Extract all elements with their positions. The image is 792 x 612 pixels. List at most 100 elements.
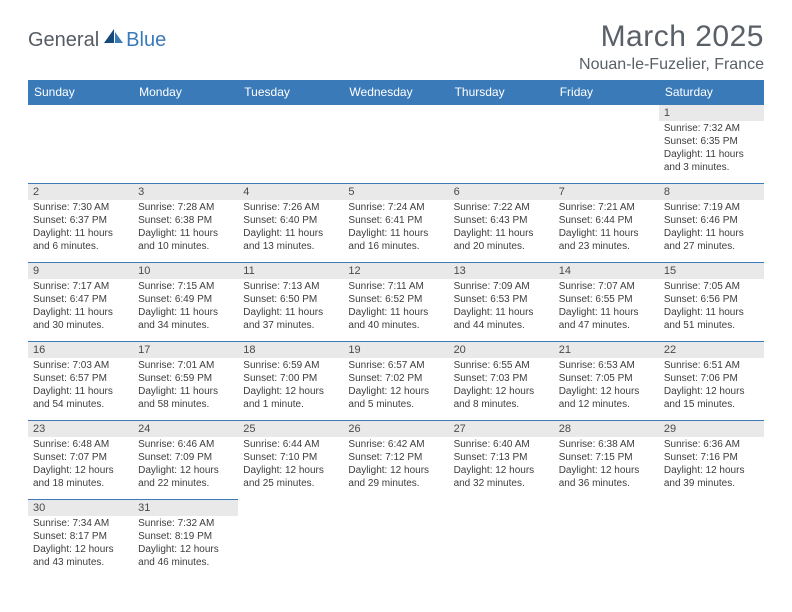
calendar-day-cell: 19Sunrise: 6:57 AMSunset: 7:02 PMDayligh… (343, 342, 448, 421)
sunset-line: Sunset: 8:17 PM (33, 530, 128, 543)
sunrise-line: Sunrise: 7:01 AM (138, 359, 233, 372)
sunrise-line: Sunrise: 7:19 AM (664, 201, 759, 214)
day-details: Sunrise: 6:59 AMSunset: 7:00 PMDaylight:… (238, 358, 343, 413)
month-title: March 2025 (579, 20, 764, 54)
daylight-line: Daylight: 11 hours and 54 minutes. (33, 385, 128, 411)
daylight-line: Daylight: 11 hours and 30 minutes. (33, 306, 128, 332)
sunrise-line: Sunrise: 7:09 AM (454, 280, 549, 293)
day-number: 28 (554, 421, 659, 437)
sunrise-line: Sunrise: 7:34 AM (33, 517, 128, 530)
calendar-row: 30Sunrise: 7:34 AMSunset: 8:17 PMDayligh… (28, 500, 764, 579)
day-number: 31 (133, 500, 238, 516)
sunrise-line: Sunrise: 7:24 AM (348, 201, 443, 214)
calendar-day-cell: 7Sunrise: 7:21 AMSunset: 6:44 PMDaylight… (554, 184, 659, 263)
sunset-line: Sunset: 6:50 PM (243, 293, 338, 306)
day-number: 2 (28, 184, 133, 200)
daylight-line: Daylight: 11 hours and 10 minutes. (138, 227, 233, 253)
day-details: Sunrise: 7:28 AMSunset: 6:38 PMDaylight:… (133, 200, 238, 255)
sunset-line: Sunset: 7:05 PM (559, 372, 654, 385)
day-number: 7 (554, 184, 659, 200)
day-number: 12 (343, 263, 448, 279)
title-block: March 2025 Nouan-le-Fuzelier, France (579, 20, 764, 74)
day-number: 9 (28, 263, 133, 279)
daylight-line: Daylight: 12 hours and 5 minutes. (348, 385, 443, 411)
calendar-day-cell: 1Sunrise: 7:32 AMSunset: 6:35 PMDaylight… (659, 105, 764, 184)
day-details: Sunrise: 6:46 AMSunset: 7:09 PMDaylight:… (133, 437, 238, 492)
weekday-header: Tuesday (238, 80, 343, 105)
sunset-line: Sunset: 7:00 PM (243, 372, 338, 385)
day-details: Sunrise: 7:24 AMSunset: 6:41 PMDaylight:… (343, 200, 448, 255)
day-number: 20 (449, 342, 554, 358)
day-number: 6 (449, 184, 554, 200)
location: Nouan-le-Fuzelier, France (579, 56, 764, 74)
day-details: Sunrise: 6:53 AMSunset: 7:05 PMDaylight:… (554, 358, 659, 413)
calendar-day-cell: 25Sunrise: 6:44 AMSunset: 7:10 PMDayligh… (238, 421, 343, 500)
day-details: Sunrise: 6:48 AMSunset: 7:07 PMDaylight:… (28, 437, 133, 492)
calendar-day-cell: 4Sunrise: 7:26 AMSunset: 6:40 PMDaylight… (238, 184, 343, 263)
sunset-line: Sunset: 7:07 PM (33, 451, 128, 464)
sunrise-line: Sunrise: 7:32 AM (138, 517, 233, 530)
weekday-header: Wednesday (343, 80, 448, 105)
day-details: Sunrise: 6:42 AMSunset: 7:12 PMDaylight:… (343, 437, 448, 492)
daylight-line: Daylight: 12 hours and 39 minutes. (664, 464, 759, 490)
daylight-line: Daylight: 11 hours and 16 minutes. (348, 227, 443, 253)
sunset-line: Sunset: 8:19 PM (138, 530, 233, 543)
calendar-empty-cell (133, 105, 238, 184)
daylight-line: Daylight: 11 hours and 23 minutes. (559, 227, 654, 253)
day-details: Sunrise: 6:51 AMSunset: 7:06 PMDaylight:… (659, 358, 764, 413)
calendar-day-cell: 10Sunrise: 7:15 AMSunset: 6:49 PMDayligh… (133, 263, 238, 342)
logo-text-general: General (28, 29, 99, 52)
weekday-header: Monday (133, 80, 238, 105)
daylight-line: Daylight: 12 hours and 46 minutes. (138, 543, 233, 569)
sunset-line: Sunset: 6:41 PM (348, 214, 443, 227)
day-details: Sunrise: 6:55 AMSunset: 7:03 PMDaylight:… (449, 358, 554, 413)
sunset-line: Sunset: 7:13 PM (454, 451, 549, 464)
calendar-day-cell: 24Sunrise: 6:46 AMSunset: 7:09 PMDayligh… (133, 421, 238, 500)
calendar-empty-cell (238, 105, 343, 184)
sunset-line: Sunset: 7:03 PM (454, 372, 549, 385)
sunrise-line: Sunrise: 6:48 AM (33, 438, 128, 451)
sunrise-line: Sunrise: 7:21 AM (559, 201, 654, 214)
sunrise-line: Sunrise: 6:40 AM (454, 438, 549, 451)
day-details: Sunrise: 7:34 AMSunset: 8:17 PMDaylight:… (28, 516, 133, 571)
day-number: 23 (28, 421, 133, 437)
sunrise-line: Sunrise: 7:30 AM (33, 201, 128, 214)
day-details: Sunrise: 7:07 AMSunset: 6:55 PMDaylight:… (554, 279, 659, 334)
sunset-line: Sunset: 7:06 PM (664, 372, 759, 385)
calendar-day-cell: 23Sunrise: 6:48 AMSunset: 7:07 PMDayligh… (28, 421, 133, 500)
daylight-line: Daylight: 11 hours and 47 minutes. (559, 306, 654, 332)
calendar-day-cell: 5Sunrise: 7:24 AMSunset: 6:41 PMDaylight… (343, 184, 448, 263)
sunset-line: Sunset: 7:09 PM (138, 451, 233, 464)
day-number: 26 (343, 421, 448, 437)
sunrise-line: Sunrise: 6:46 AM (138, 438, 233, 451)
daylight-line: Daylight: 12 hours and 8 minutes. (454, 385, 549, 411)
sunrise-line: Sunrise: 7:05 AM (664, 280, 759, 293)
sunset-line: Sunset: 6:57 PM (33, 372, 128, 385)
daylight-line: Daylight: 12 hours and 32 minutes. (454, 464, 549, 490)
sunset-line: Sunset: 6:56 PM (664, 293, 759, 306)
sunset-line: Sunset: 7:15 PM (559, 451, 654, 464)
daylight-line: Daylight: 12 hours and 1 minute. (243, 385, 338, 411)
sunrise-line: Sunrise: 7:03 AM (33, 359, 128, 372)
daylight-line: Daylight: 11 hours and 3 minutes. (664, 148, 759, 174)
sunset-line: Sunset: 7:10 PM (243, 451, 338, 464)
calendar-empty-cell (659, 500, 764, 579)
day-number: 13 (449, 263, 554, 279)
calendar-day-cell: 13Sunrise: 7:09 AMSunset: 6:53 PMDayligh… (449, 263, 554, 342)
day-number: 24 (133, 421, 238, 437)
calendar-row: 2Sunrise: 7:30 AMSunset: 6:37 PMDaylight… (28, 184, 764, 263)
sunrise-line: Sunrise: 7:13 AM (243, 280, 338, 293)
day-details: Sunrise: 7:17 AMSunset: 6:47 PMDaylight:… (28, 279, 133, 334)
day-details: Sunrise: 7:30 AMSunset: 6:37 PMDaylight:… (28, 200, 133, 255)
sunset-line: Sunset: 6:40 PM (243, 214, 338, 227)
daylight-line: Daylight: 12 hours and 29 minutes. (348, 464, 443, 490)
sunrise-line: Sunrise: 7:17 AM (33, 280, 128, 293)
day-number: 19 (343, 342, 448, 358)
calendar-day-cell: 2Sunrise: 7:30 AMSunset: 6:37 PMDaylight… (28, 184, 133, 263)
sunrise-line: Sunrise: 6:57 AM (348, 359, 443, 372)
weekday-header-row: Sunday Monday Tuesday Wednesday Thursday… (28, 80, 764, 105)
calendar-day-cell: 16Sunrise: 7:03 AMSunset: 6:57 PMDayligh… (28, 342, 133, 421)
daylight-line: Daylight: 12 hours and 25 minutes. (243, 464, 338, 490)
calendar-day-cell: 18Sunrise: 6:59 AMSunset: 7:00 PMDayligh… (238, 342, 343, 421)
sunrise-line: Sunrise: 6:38 AM (559, 438, 654, 451)
